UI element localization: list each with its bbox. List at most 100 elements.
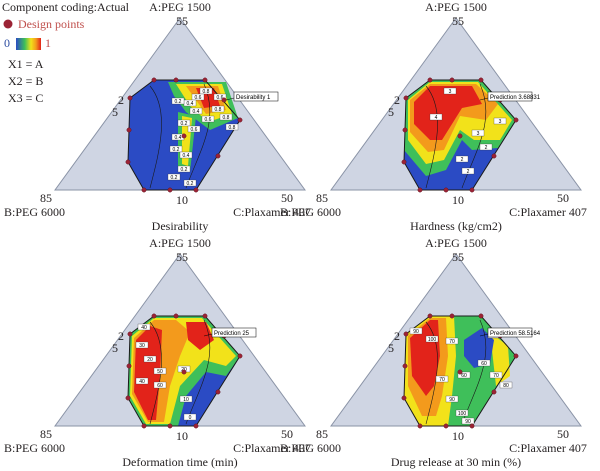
contour-label: 0.4	[187, 101, 194, 107]
legend-scale-max: 1	[45, 36, 51, 50]
design-point	[202, 77, 208, 83]
design-point	[193, 187, 199, 193]
contour-label: 0.2	[173, 147, 180, 153]
design-point	[141, 187, 147, 193]
vertex-label-a: A:PEG 1500	[149, 0, 211, 14]
contour-label-box	[199, 87, 213, 95]
design-point	[173, 77, 179, 83]
tick-bottom: 10	[452, 429, 464, 443]
contour-label-box	[179, 395, 193, 403]
contour-line	[425, 85, 438, 189]
design-point	[469, 423, 475, 429]
contour-label-box	[137, 323, 151, 331]
contour-label-box	[143, 355, 157, 363]
vertex-label-c: C:Plaxamer 407	[233, 441, 311, 455]
vertex-label-c: C:Plaxamer 407	[509, 205, 587, 219]
design-point	[402, 363, 408, 369]
tick-left: 85	[40, 191, 52, 205]
contour-label-box	[135, 341, 149, 349]
design-point	[181, 369, 187, 375]
design-point	[193, 423, 199, 429]
design-point	[427, 77, 433, 83]
design-point	[457, 369, 463, 375]
design-point	[449, 313, 455, 319]
design-point	[478, 313, 484, 319]
contour-label: 80	[503, 383, 509, 389]
contour-label: 0.8	[223, 115, 230, 121]
contour-label: 0.2	[175, 99, 182, 105]
vertex-label-b: B:PEG 6000	[280, 205, 341, 219]
design-point	[126, 363, 132, 369]
contour-label: 0.6	[195, 95, 202, 101]
contour-label: 0.2	[181, 167, 188, 173]
contour-label: 40	[139, 379, 145, 385]
contour-label: 0.6	[205, 117, 212, 123]
tick-top: 55	[452, 250, 464, 264]
ternary-panel: 90100706080607080901009070Prediction 58.…	[280, 236, 587, 469]
prediction-pointer	[479, 333, 489, 337]
design-point	[403, 331, 409, 337]
contour-line	[185, 83, 211, 189]
prediction-label: Prediction 3.68831	[490, 95, 541, 101]
design-point	[141, 423, 147, 429]
contour-label-box	[211, 105, 225, 113]
design-point	[167, 423, 173, 429]
tick-bottom: 10	[176, 429, 188, 443]
design-point	[513, 117, 519, 123]
tick-right: 50	[557, 191, 569, 205]
design-point	[173, 313, 179, 319]
contour-label: 0.4	[175, 135, 182, 141]
design-point	[125, 395, 131, 401]
vertex-label-a: A:PEG 1500	[425, 0, 487, 14]
design-point	[457, 133, 463, 139]
contour-label-box	[169, 145, 183, 153]
contour-label-box	[189, 107, 203, 115]
design-point	[417, 187, 423, 193]
contour-label: 0.8	[203, 89, 210, 95]
panel-title: Deformation time (min)	[122, 455, 237, 469]
contour-label: 2	[467, 169, 470, 175]
legend-x3: X3 = C	[8, 91, 43, 105]
contour-label-box	[435, 375, 449, 383]
contour-label: 60	[157, 383, 163, 389]
design-point	[215, 389, 221, 395]
design-point	[469, 187, 475, 193]
contour-label-box	[153, 381, 167, 389]
contour-label-box	[445, 395, 459, 403]
contour-label-box	[479, 143, 493, 151]
contour-label: 4	[435, 115, 438, 121]
contour-label-box	[135, 377, 149, 385]
design-point	[151, 77, 157, 83]
tick-right: 50	[281, 191, 293, 205]
tick-left-edge-b: 2	[394, 329, 400, 343]
prediction-label: Prediction 58.5164	[490, 331, 541, 337]
vertex-label-b: B:PEG 6000	[280, 441, 341, 455]
prediction-box	[487, 327, 533, 338]
panel-title: Desirability	[152, 219, 209, 233]
contour-label-box	[183, 413, 197, 421]
design-point	[151, 313, 157, 319]
contour-label: 70	[493, 373, 499, 379]
contour-label-box	[471, 129, 485, 137]
contour-label-box	[425, 335, 439, 343]
contour-label-box	[445, 337, 459, 345]
ternary-panel: 0.80.60.40.20.60.80.40.6 0.80.20.60.40.80…	[4, 0, 311, 233]
contour-line	[149, 85, 162, 189]
vertex-label-b: B:PEG 6000	[4, 441, 65, 455]
contour-label-box	[457, 371, 471, 379]
design-point	[215, 153, 221, 159]
ternary-panel: 40302050604020100Prediction 25A:PEG 1500…	[4, 236, 311, 469]
design-point	[237, 117, 243, 123]
tick-top: 55	[452, 14, 464, 28]
contour-line	[149, 321, 162, 425]
tick-left-edge-a: 5	[388, 105, 394, 119]
contour-label-box	[191, 93, 205, 101]
contour-label: 3	[449, 89, 452, 95]
design-point	[401, 159, 407, 165]
design-point	[417, 423, 423, 429]
contour-label: 0.6	[217, 95, 224, 101]
vertex-label-b: B:PEG 6000	[4, 205, 65, 219]
design-point	[221, 97, 227, 103]
design-point	[202, 313, 208, 319]
legend-x1: X1 = A	[8, 57, 44, 71]
